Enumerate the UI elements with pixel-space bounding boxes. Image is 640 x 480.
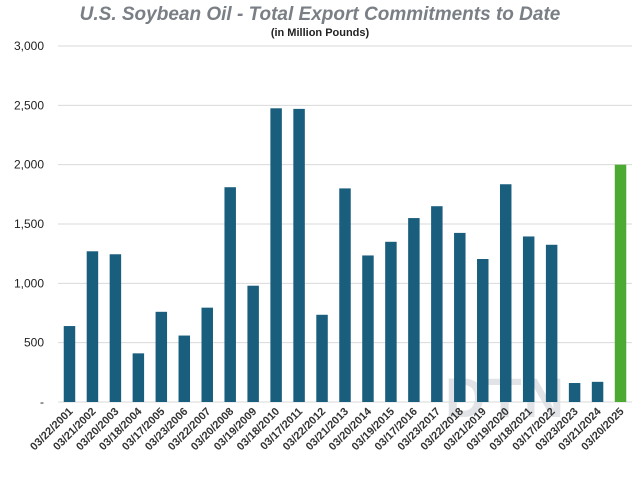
bar xyxy=(568,383,581,402)
bar xyxy=(155,311,168,402)
bar xyxy=(545,244,558,402)
bar xyxy=(408,218,420,402)
bar xyxy=(63,326,76,402)
bar xyxy=(431,206,443,402)
bar xyxy=(201,307,213,402)
y-tick-label: 500 xyxy=(24,336,44,350)
bar xyxy=(316,314,328,402)
bar xyxy=(86,251,99,402)
bar xyxy=(477,259,489,402)
bar xyxy=(224,187,236,402)
bar xyxy=(385,241,397,402)
bar xyxy=(522,236,535,402)
bar xyxy=(591,381,604,402)
bar xyxy=(293,108,305,402)
bar xyxy=(132,353,145,402)
bar xyxy=(247,285,259,402)
y-tick-label: - xyxy=(40,395,44,409)
bar xyxy=(270,108,282,403)
y-tick-label: 3,000 xyxy=(14,39,44,53)
bar xyxy=(499,184,512,402)
bar xyxy=(339,188,351,402)
bar xyxy=(362,255,374,402)
bar xyxy=(454,232,466,402)
bar xyxy=(178,335,191,402)
y-tick-label: 2,000 xyxy=(14,158,44,172)
chart-subtitle: (in Million Pounds) xyxy=(270,27,370,39)
y-tick-label: 2,500 xyxy=(14,98,44,112)
bar xyxy=(109,254,122,402)
y-tick-label: 1,000 xyxy=(14,276,44,290)
y-tick-label: 1,500 xyxy=(14,217,44,231)
chart-title: U.S. Soybean Oil - Total Export Commitme… xyxy=(79,4,561,25)
bar xyxy=(614,164,627,402)
